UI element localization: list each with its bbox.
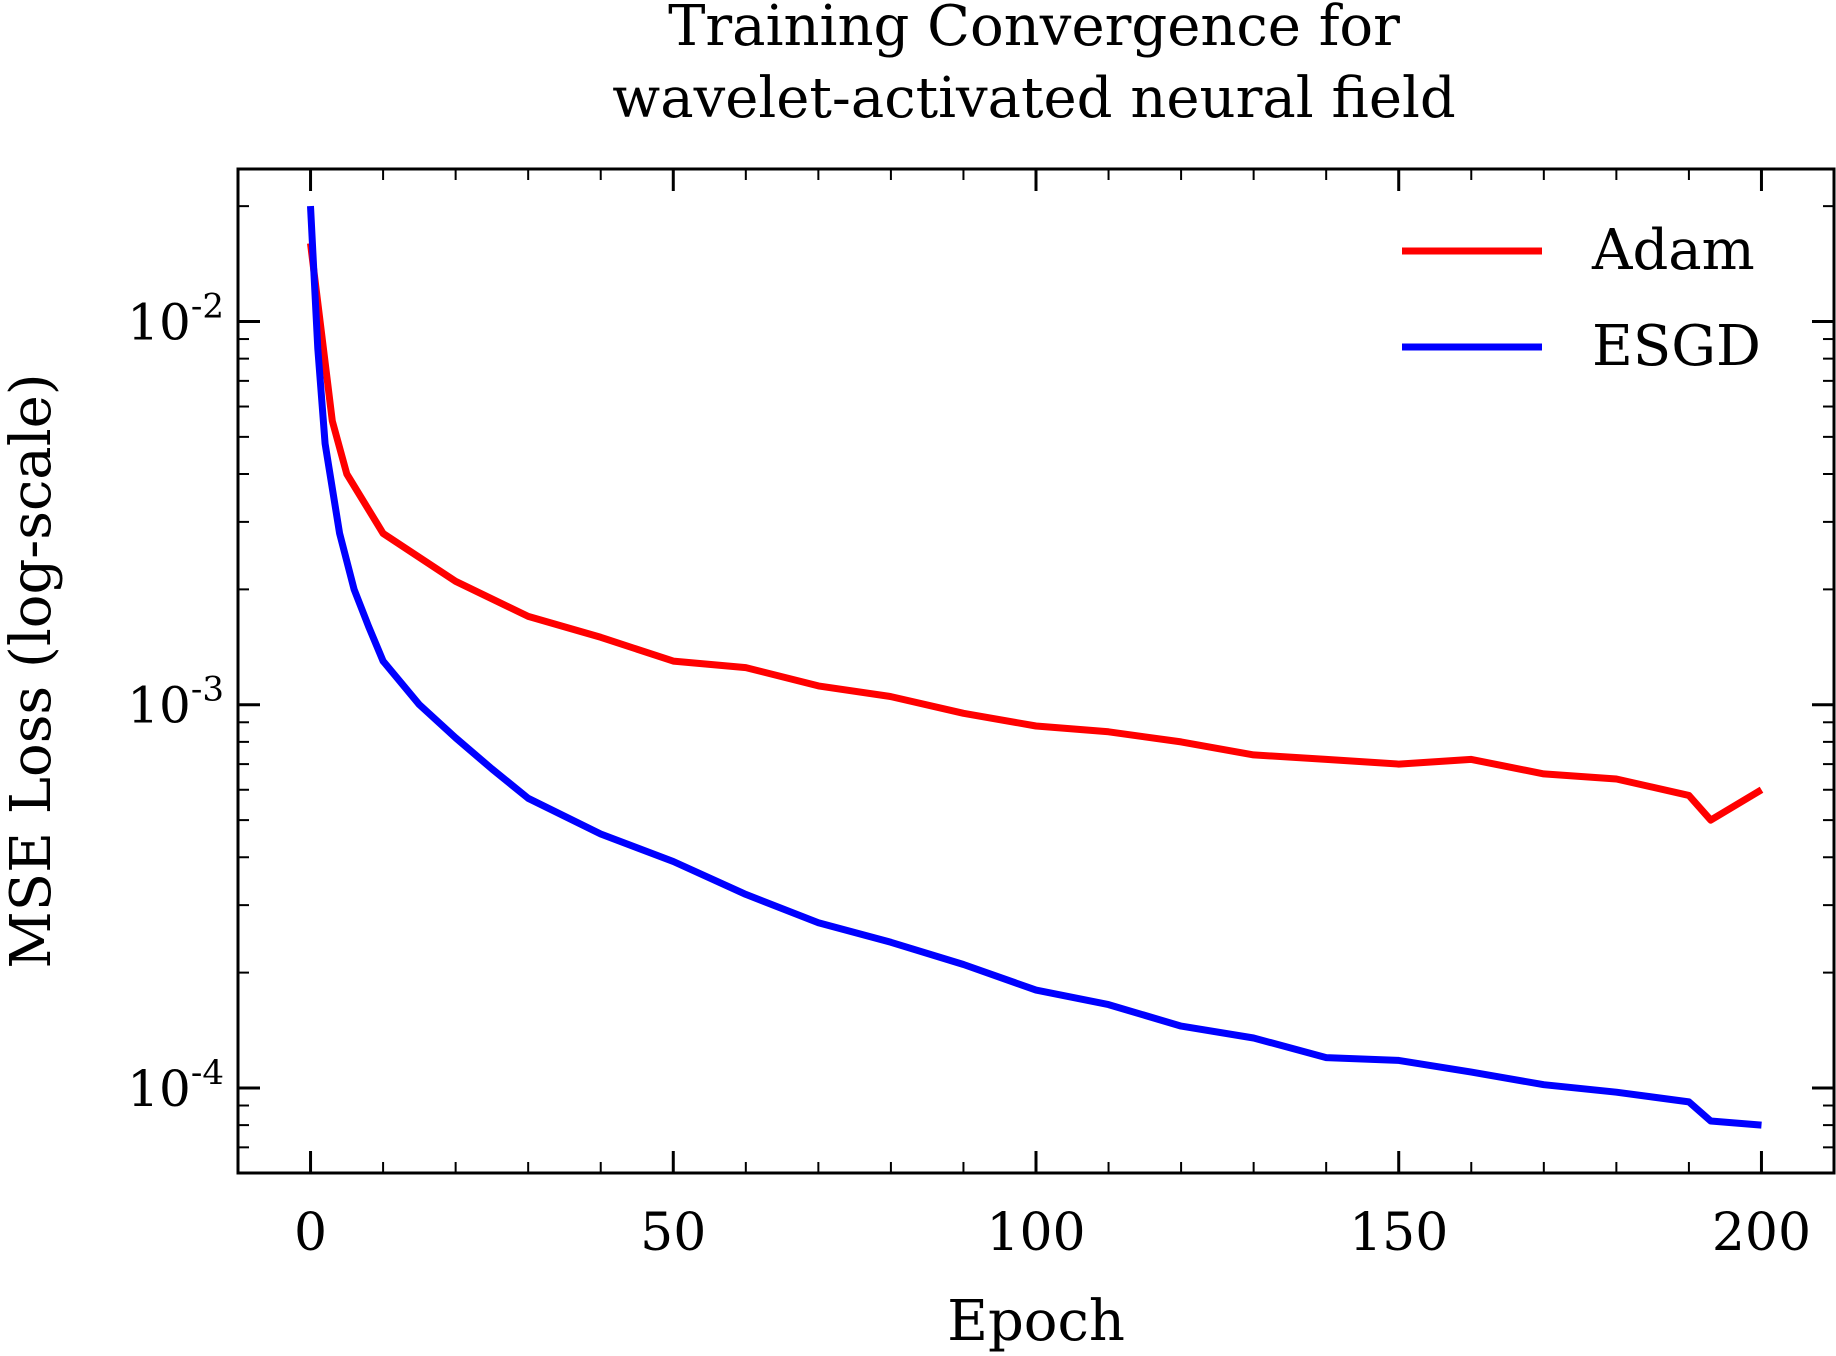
x-tick-label: 150 xyxy=(1349,1203,1448,1263)
y-tick-label: 10-4 xyxy=(127,1053,224,1118)
y-tick-label: 10-3 xyxy=(127,670,224,735)
x-tick-label: 200 xyxy=(1712,1203,1811,1263)
tick-layer: 0 50 100 150 200 10-4 10-3 10-2 xyxy=(127,169,1835,1263)
series-layer xyxy=(307,205,1764,1129)
x-axis-label: Epoch xyxy=(947,1289,1125,1354)
legend-label-esgd: ESGD xyxy=(1592,314,1761,379)
x-tick-label: 100 xyxy=(986,1203,1085,1263)
series-line-adam xyxy=(307,242,1764,824)
y-axis-label: MSE Loss (log-scale) xyxy=(0,373,64,968)
chart-title-line-1: Training Convergence for xyxy=(668,0,1400,59)
x-tick-label: 50 xyxy=(640,1203,706,1263)
y-tick-label: 10-2 xyxy=(127,287,224,352)
chart-title-line-2: wavelet-activated neural field xyxy=(612,66,1455,131)
legend-label-adam: Adam xyxy=(1591,218,1755,283)
x-tick-label: 0 xyxy=(294,1203,327,1263)
legend: Adam ESGD xyxy=(1402,218,1761,379)
series-line-esgd xyxy=(307,205,1762,1129)
